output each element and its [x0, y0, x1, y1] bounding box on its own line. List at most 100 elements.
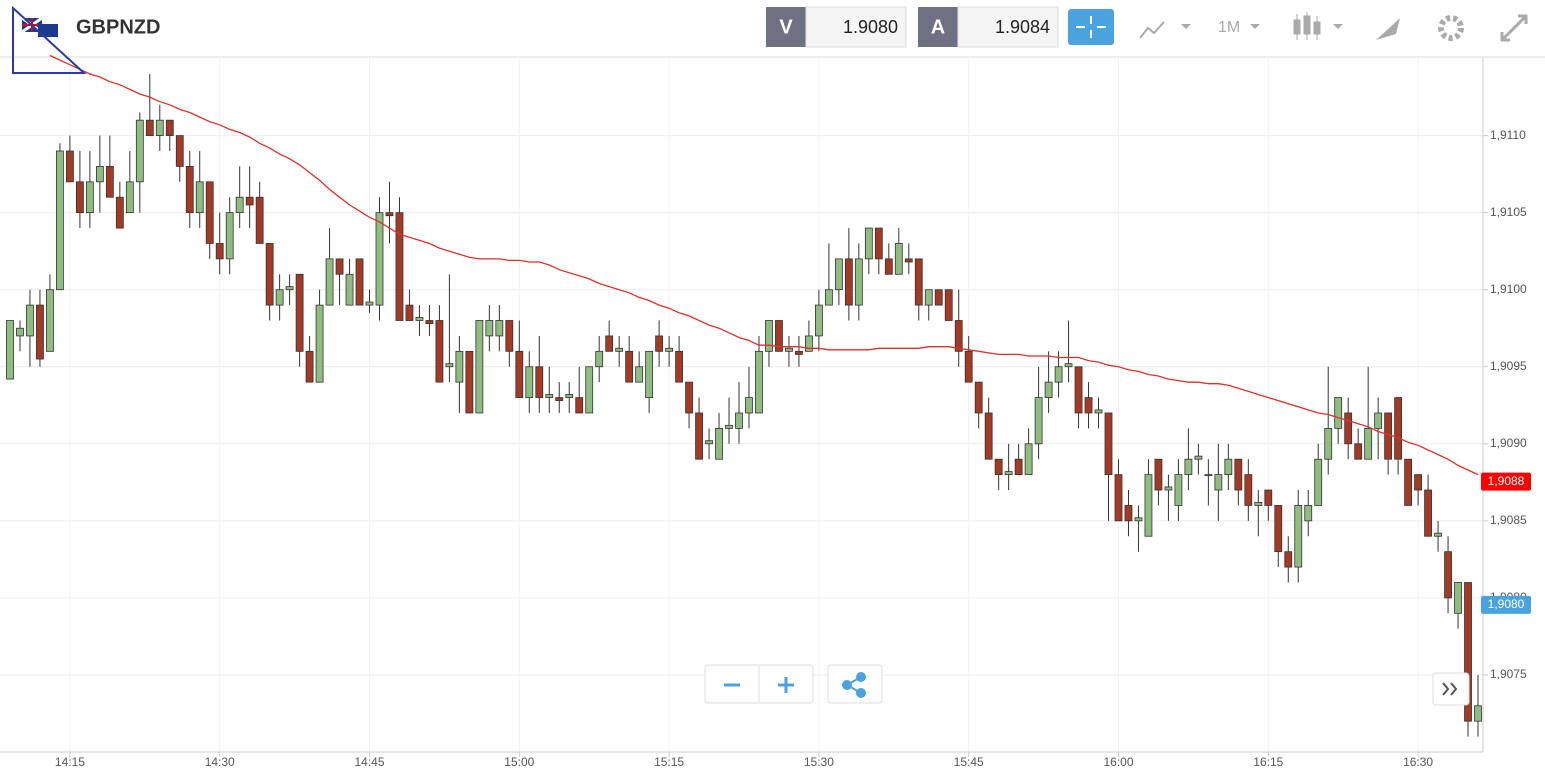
candle-body	[195, 181, 204, 214]
candle-body	[205, 181, 214, 244]
candle-body	[565, 394, 574, 398]
y-tick-label: 1,9095	[1490, 359, 1527, 373]
candle-body	[145, 119, 154, 136]
candle-body	[1284, 551, 1293, 568]
candle-body	[785, 347, 793, 352]
candle-body	[1264, 489, 1273, 506]
candle-body	[1324, 427, 1333, 460]
candle-style-button[interactable]	[1293, 12, 1343, 40]
candle-body	[1054, 366, 1063, 383]
candle-body	[1314, 458, 1323, 506]
candle-body	[165, 119, 174, 136]
share-box	[827, 664, 883, 704]
candle-body	[954, 320, 963, 352]
bid-button[interactable]	[766, 7, 806, 47]
candle-body	[185, 166, 194, 214]
candle-body	[745, 397, 753, 414]
candle-body	[26, 304, 34, 337]
candle-body	[795, 350, 803, 355]
crosshair-button[interactable]	[1068, 9, 1114, 45]
candle-body	[1064, 363, 1073, 368]
candle-body	[1084, 397, 1093, 414]
candle-body	[585, 366, 594, 414]
candle-body	[575, 397, 584, 414]
candle-body	[914, 258, 923, 306]
candle-body	[315, 304, 324, 383]
timeframe[interactable]: 1M	[1218, 19, 1240, 36]
candle-body	[155, 119, 164, 136]
candle-body	[275, 289, 284, 306]
candle-body	[685, 381, 693, 414]
candle-body	[85, 181, 94, 214]
settings-button[interactable]	[1438, 15, 1464, 41]
x-tick-label: 16:00	[1103, 755, 1133, 769]
candle-body	[1344, 412, 1353, 445]
candle-body	[385, 212, 394, 217]
candle-body	[615, 347, 624, 352]
candle-body	[435, 320, 444, 383]
candle-body	[1364, 427, 1373, 460]
candle-body	[555, 397, 564, 402]
chart-type-button[interactable]	[1139, 21, 1191, 39]
candle-body	[265, 243, 274, 306]
candle-body	[844, 258, 853, 306]
candle-body	[854, 258, 863, 306]
candle-body	[655, 335, 664, 352]
candle-body	[1454, 582, 1462, 614]
candle-body	[1334, 397, 1343, 429]
draw-button[interactable]	[1376, 18, 1400, 40]
candle-body	[625, 350, 634, 383]
candle-body	[345, 273, 354, 306]
zoom-in[interactable]	[778, 677, 794, 693]
candle-body	[1214, 474, 1223, 491]
candle-body	[255, 196, 264, 244]
scroll-end-button[interactable]	[1432, 672, 1470, 706]
y-tick-label: 1,9085	[1490, 513, 1527, 527]
candle-body	[245, 196, 254, 206]
bid-label: V	[779, 16, 793, 38]
candle-body	[445, 363, 454, 368]
candle-body	[135, 119, 144, 183]
candle-body	[1414, 474, 1422, 491]
candle-body	[405, 304, 414, 321]
candle-body	[455, 350, 464, 383]
candle-body	[1384, 412, 1393, 460]
candle-body	[1274, 505, 1283, 553]
candle-body	[545, 394, 554, 398]
candle-body	[755, 350, 763, 414]
candle-body	[375, 212, 384, 306]
fullscreen-button[interactable]	[1500, 14, 1528, 42]
candle-body	[1224, 458, 1233, 476]
candle-body	[814, 304, 823, 337]
candle-body	[824, 289, 833, 306]
candle-body	[1114, 474, 1123, 522]
price-tag-label: 1,9080	[1488, 597, 1525, 611]
candle-body	[1154, 458, 1163, 491]
candle-body	[715, 427, 723, 460]
candle-body	[805, 335, 813, 352]
ask-box	[957, 6, 1059, 48]
candle-body	[535, 366, 544, 398]
candle-body	[1144, 474, 1153, 537]
share-button[interactable]	[842, 672, 866, 698]
ask-label: A	[931, 16, 945, 38]
scroll-end-icon	[1442, 682, 1458, 696]
candle-body	[1184, 458, 1193, 476]
candle-body	[1254, 501, 1263, 506]
x-tick-label: 15:30	[804, 755, 834, 769]
candle-body	[36, 304, 44, 360]
candle-body	[485, 320, 494, 337]
candle-body	[1434, 532, 1442, 537]
candle-body	[984, 412, 993, 460]
candle-body	[1294, 505, 1303, 568]
candle-body	[295, 273, 304, 352]
candle-body	[1004, 471, 1013, 476]
ask-button[interactable]	[918, 7, 958, 47]
annotation-triangle	[12, 5, 87, 74]
candle-body	[16, 327, 24, 337]
candle-body	[1204, 474, 1213, 477]
candle-body	[775, 320, 783, 352]
candle-body	[1244, 474, 1253, 506]
